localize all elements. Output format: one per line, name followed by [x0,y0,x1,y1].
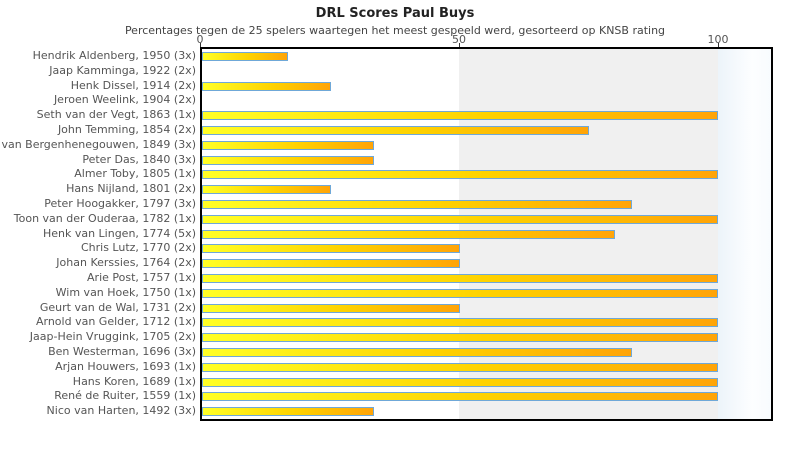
category-label: Chris Lutz, 1770 (2x) [80,241,196,255]
score-bar [202,185,331,195]
score-bar [202,303,460,313]
category-label: Jaap Kamminga, 1922 (2x) [49,63,196,77]
score-bar [202,348,632,357]
x-axis-tick-label: 0 [196,33,204,46]
score-bar [202,229,615,239]
x-axis-tick [459,43,460,47]
score-bar [202,81,331,91]
category-label: Nico van Harten, 1492 (3x) [46,404,196,418]
category-label: Hans Koren, 1689 (1x) [72,374,196,388]
category-label: Geurt van de Wal, 1731 (2x) [39,300,196,314]
category-label: van Bergenhenegouwen, 1849 (3x) [1,137,196,151]
score-bar [202,214,718,224]
plot-area [200,47,773,421]
category-label: John Temming, 1854 (2x) [57,123,196,136]
category-label: Henk van Lingen, 1774 (5x) [42,226,196,240]
score-bar [202,333,718,343]
x-axis-tick-label: 50 [452,33,466,46]
x-axis-tick-label: 100 [707,33,729,46]
category-label: Hans Nijland, 1801 (2x) [66,182,196,196]
score-bar [202,140,374,150]
category-labels: Hendrik Aldenberg, 1950 (3x) Jaap Kamming… [0,49,196,419]
category-label: Toon van der Ouderaa, 1782 (1x) [13,211,196,225]
score-bar [202,377,718,387]
score-bar [202,200,632,209]
score-bar [202,274,718,283]
score-bar [202,126,589,135]
score-bar [202,170,718,180]
score-bar [202,318,718,328]
score-bar [202,244,460,254]
category-label: René de Ruiter, 1559 (1x) [54,389,196,403]
category-label: Peter Das, 1840 (3x) [82,152,196,166]
score-bar [202,259,460,269]
category-label: Henk Dissel, 1914 (2x) [70,78,196,92]
score-bar [202,111,718,121]
category-label: Ben Westerman, 1696 (3x) [48,345,196,358]
score-bar [202,362,718,372]
category-label: Arjan Houwers, 1693 (1x) [55,359,196,373]
category-label: Jeroen Weelink, 1904 (2x) [53,93,196,107]
x-axis-tick [718,43,719,47]
category-label: Jaap-Hein Vruggink, 1705 (2x) [29,330,196,344]
category-label: Seth van der Vegt, 1863 (1x) [36,108,196,122]
chart-title: DRL Scores Paul Buys [315,6,475,21]
score-bar [202,392,718,402]
score-bar [202,52,289,61]
background-band-over-100 [718,49,771,419]
category-label: Peter Hoogakker, 1797 (3x) [44,197,196,210]
category-label: Hendrik Aldenberg, 1950 (3x) [32,49,196,62]
score-bar [202,407,374,417]
x-axis-tick [200,43,201,47]
score-bar [202,288,718,298]
category-label: Arnold van Gelder, 1712 (1x) [35,315,196,329]
category-label: Arie Post, 1757 (1x) [87,271,196,284]
category-label: Johan Kerssies, 1764 (2x) [56,256,196,270]
category-label: Almer Toby, 1805 (1x) [74,167,196,181]
score-bar [202,155,374,165]
chart-subtitle: Percentages tegen de 25 spelers waartege… [124,24,666,37]
category-label: Wim van Hoek, 1750 (1x) [55,285,196,299]
